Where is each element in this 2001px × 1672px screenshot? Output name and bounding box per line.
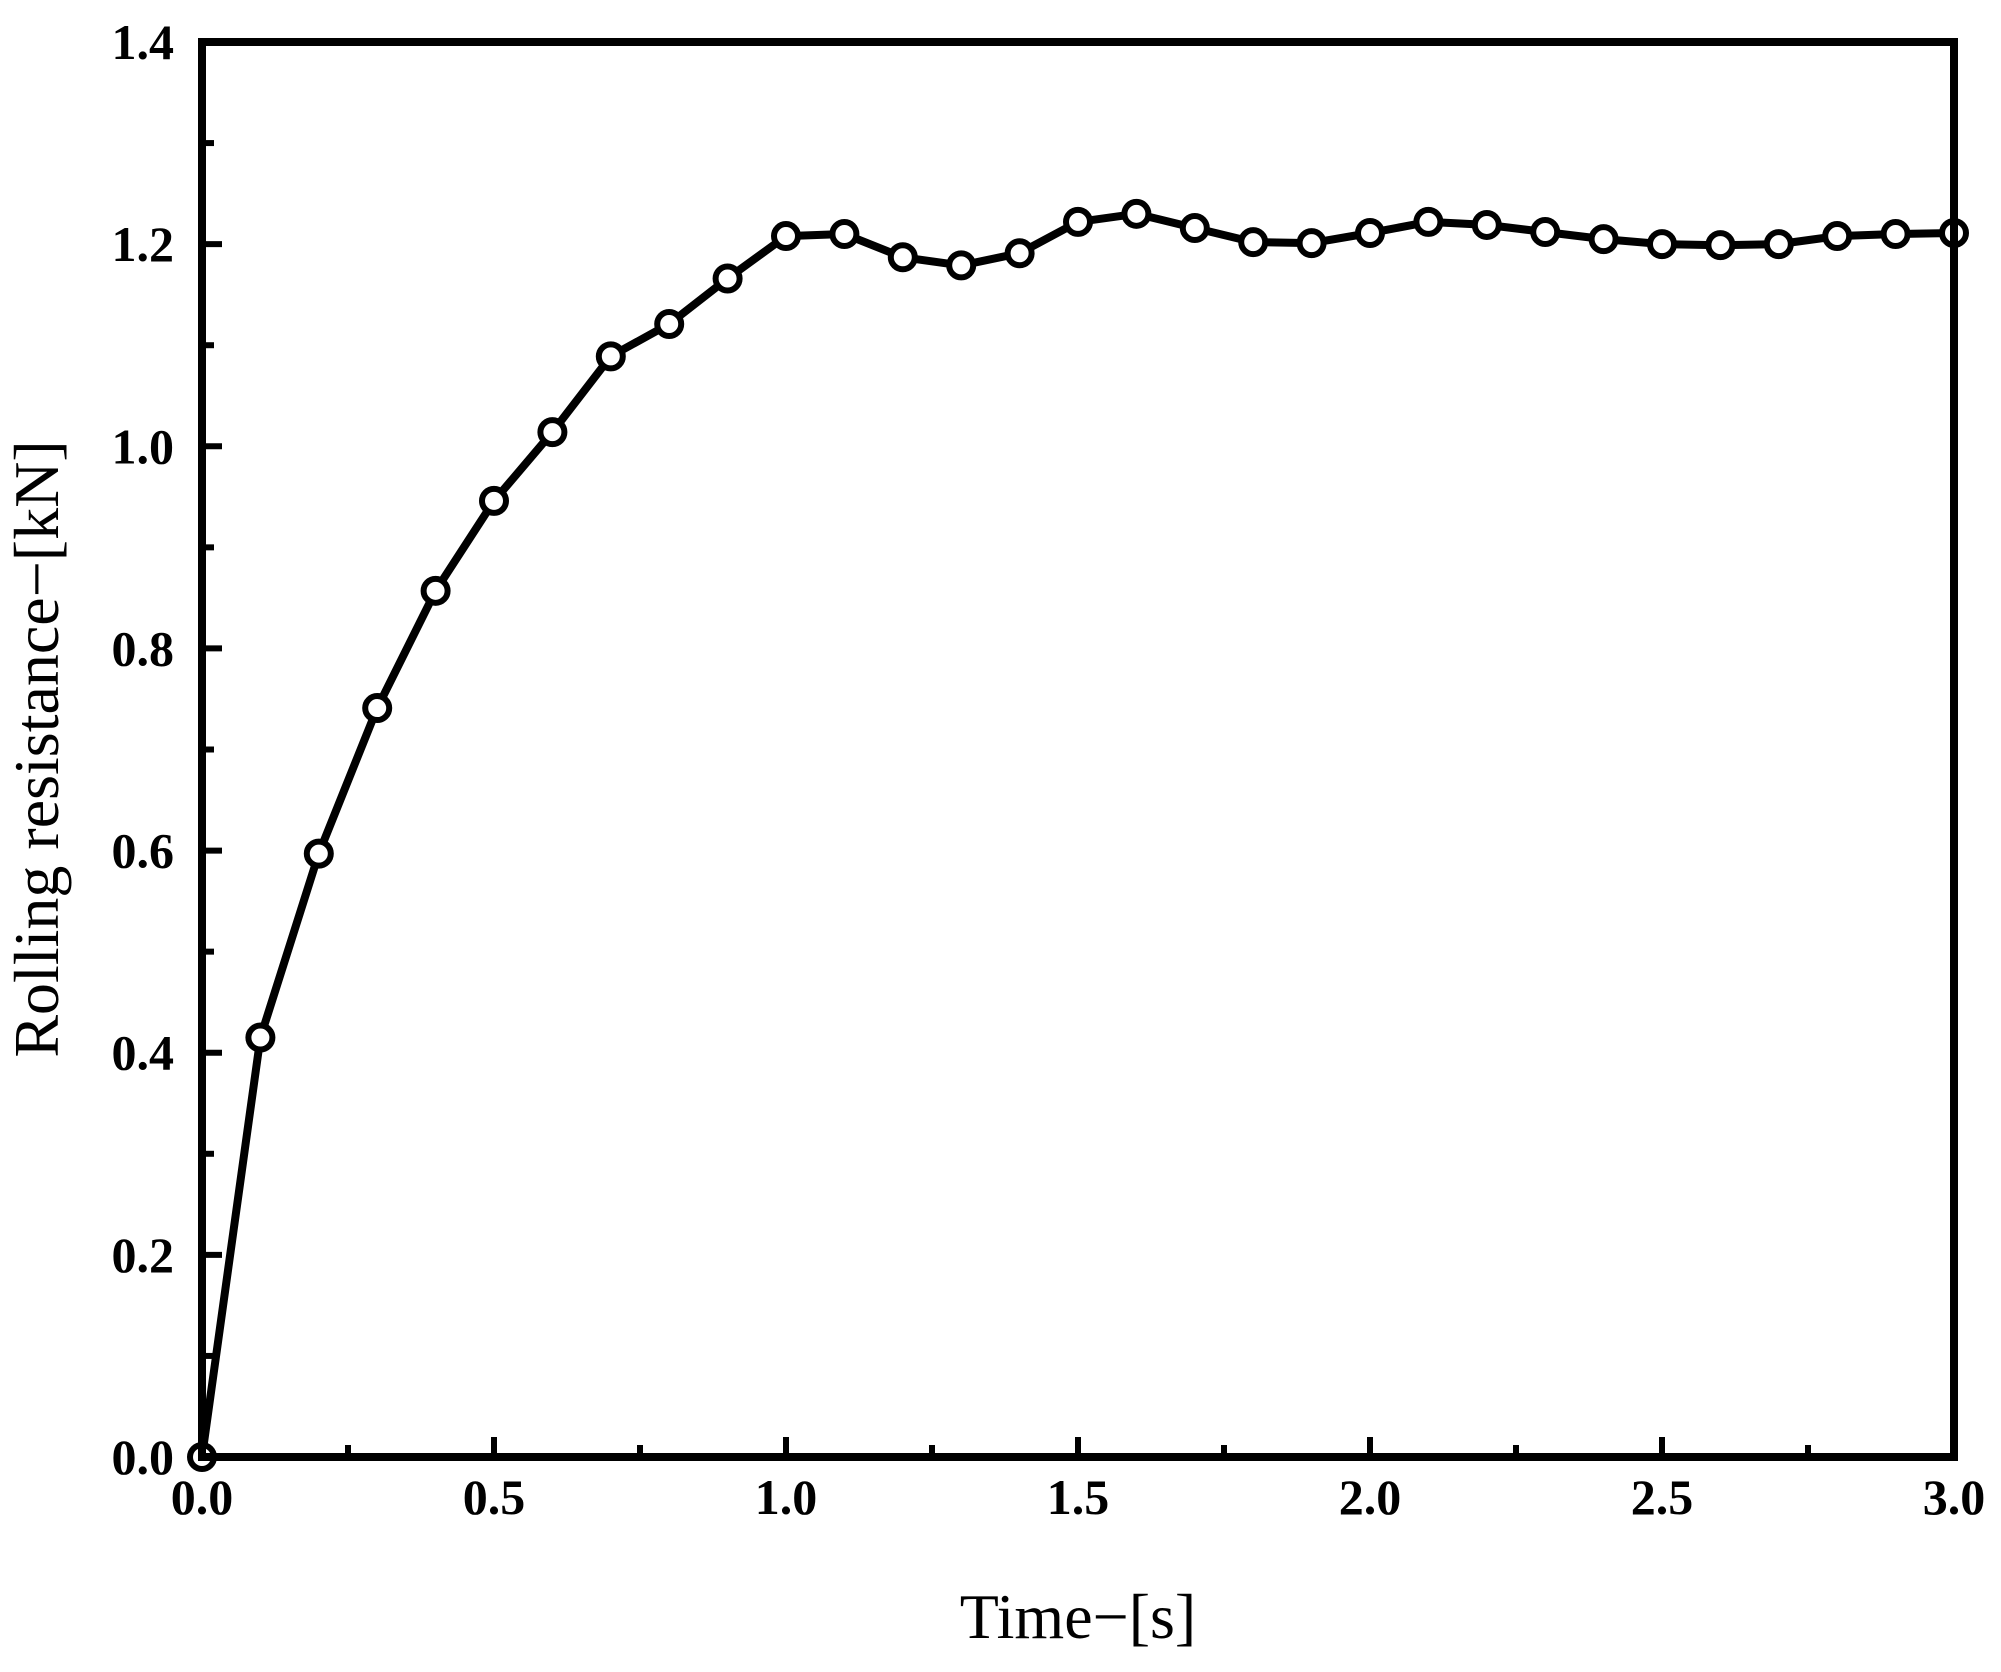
x-tick-label: 1.5	[1047, 1469, 1110, 1525]
data-point	[1647, 229, 1677, 260]
x-tick-labels: 0.0 0.5 1.0 1.5 2.0 2.5 3.0	[171, 1469, 1986, 1525]
data-point	[712, 263, 743, 294]
data-point	[654, 308, 685, 339]
data-points	[187, 198, 1969, 1472]
data-point	[1822, 221, 1853, 252]
data-point	[479, 485, 509, 516]
y-tick-labels: 0.0 0.2 0.4 0.6 0.8 1.0 1.2 1.4	[112, 14, 175, 1485]
data-point	[1705, 230, 1736, 261]
x-tick-label: 2.0	[1339, 1469, 1402, 1525]
x-tick-label: 3.0	[1923, 1469, 1986, 1525]
axis-ticks	[199, 39, 1957, 1460]
data-point	[1471, 209, 1502, 240]
series-line	[198, 209, 1958, 1461]
y-tick-label: 0.2	[112, 1227, 175, 1283]
y-tick-label: 1.0	[112, 418, 175, 474]
data-point	[362, 693, 393, 724]
data-point	[1004, 238, 1035, 269]
plot-frame	[198, 38, 1958, 1461]
data-point	[1880, 219, 1911, 250]
data-point	[1121, 198, 1152, 229]
data-point	[1763, 229, 1794, 260]
data-point	[771, 221, 801, 252]
data-point	[887, 242, 918, 273]
y-tick-label: 1.4	[112, 14, 175, 70]
data-point	[1238, 227, 1269, 258]
y-tick-label: 0.6	[112, 823, 175, 879]
y-tick-label: 1.2	[112, 216, 175, 272]
y-axis-title: Rolling resistance−[kN]	[1, 440, 72, 1057]
data-point	[420, 575, 451, 606]
x-axis-title: Time−[s]	[960, 1581, 1196, 1652]
y-tick-label: 0.0	[112, 1429, 175, 1485]
data-point	[1413, 206, 1444, 237]
x-tick-label: 0.0	[171, 1469, 234, 1525]
data-point	[946, 250, 977, 281]
data-point	[1296, 228, 1327, 259]
x-tick-label: 2.5	[1631, 1469, 1694, 1525]
x-tick-label: 1.0	[755, 1469, 818, 1525]
data-point	[303, 838, 334, 869]
y-tick-label: 0.4	[112, 1025, 175, 1081]
data-point	[829, 219, 860, 250]
data-point	[1530, 217, 1561, 248]
data-point	[595, 341, 626, 372]
data-point	[1063, 206, 1093, 237]
data-point	[1355, 218, 1385, 249]
data-point	[245, 1022, 276, 1053]
data-point	[1179, 212, 1210, 243]
data-point	[537, 417, 568, 448]
x-tick-label: 0.5	[463, 1469, 526, 1525]
y-tick-label: 0.8	[112, 620, 175, 676]
data-point	[1588, 224, 1619, 255]
